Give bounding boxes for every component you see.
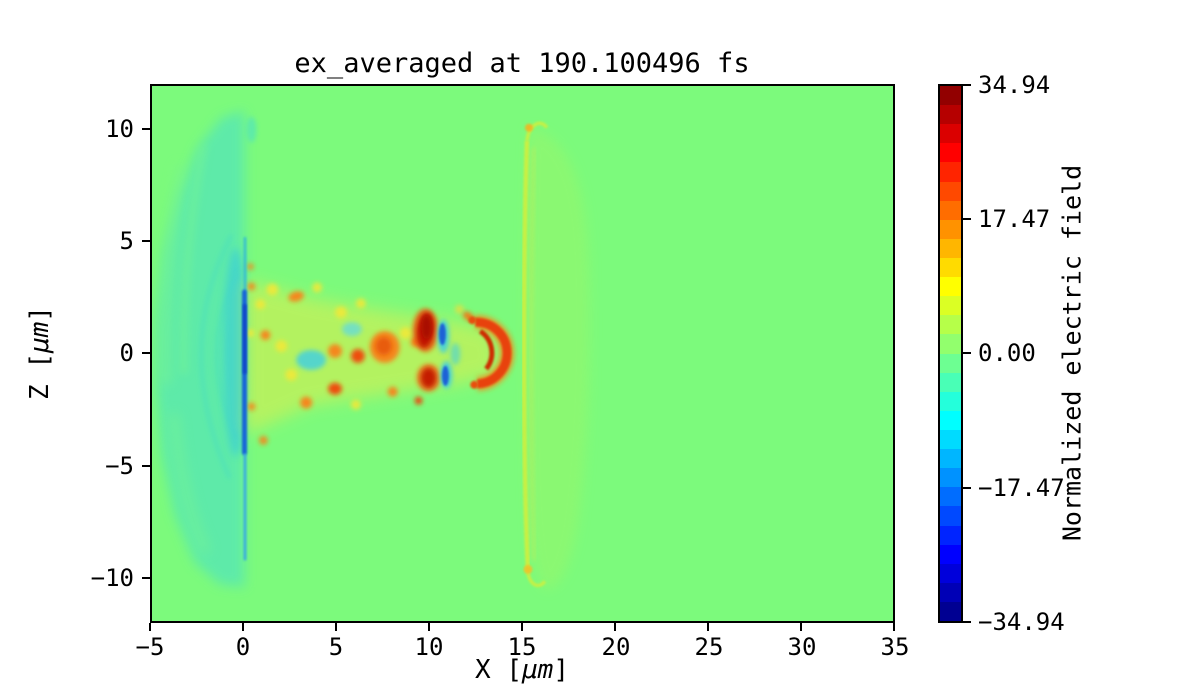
y-axis-label: Z [μm] <box>25 306 55 400</box>
colorbar-tick-mark <box>963 218 971 220</box>
wakefield-front-arc <box>521 121 590 590</box>
x-tick-mark <box>428 623 430 631</box>
colorbar-band <box>940 449 961 469</box>
x-tick-label: 20 <box>601 633 631 661</box>
colorbar-band <box>940 429 961 450</box>
colorbar-band <box>940 181 961 201</box>
colorbar-band <box>940 105 961 125</box>
plasma-plume-region <box>155 110 257 588</box>
negative-lobes <box>296 319 461 389</box>
colorbar-tick-mark <box>963 84 971 86</box>
x-tick-mark <box>521 623 523 631</box>
y-tick-mark <box>142 352 150 354</box>
y-tick-label: −10 <box>90 564 134 592</box>
y-tick-label: −5 <box>105 452 134 480</box>
x-tick-label: 15 <box>507 633 537 661</box>
arc-top-tip-dot <box>524 123 533 132</box>
laser-pulse-region <box>244 263 515 445</box>
colorbar-band <box>940 86 961 106</box>
pulse-head-crescent <box>468 314 515 392</box>
colorbar-band <box>940 582 961 602</box>
colorbar-band <box>940 143 961 163</box>
colorbar-band <box>940 124 961 144</box>
colorbar-band <box>940 353 961 373</box>
x-tick-label: 0 <box>235 633 251 661</box>
x-tick-mark <box>707 623 709 631</box>
y-tick-mark <box>142 577 150 579</box>
colorbar-band <box>940 296 961 316</box>
colorbar-tick-mark <box>963 487 971 489</box>
colorbar-tick-label: 0.00 <box>978 339 1036 367</box>
colorbar-band <box>940 315 961 335</box>
colorbar-tick-label: 17.47 <box>978 205 1051 233</box>
heatmap-canvas <box>152 86 893 621</box>
y-tick-label: 10 <box>105 115 134 143</box>
colorbar-tick-mark <box>963 352 971 354</box>
colorbar-band <box>940 372 961 392</box>
colorbar-band <box>940 200 961 220</box>
x-tick-label: 10 <box>414 633 444 661</box>
colorbar-band <box>940 334 961 354</box>
colorbar-band <box>940 506 961 526</box>
colorbar-tick-label: −34.94 <box>978 608 1065 636</box>
colorbar-band <box>940 162 961 182</box>
x-tick-mark <box>614 623 616 631</box>
colorbar <box>938 84 963 623</box>
target-surface-field-line <box>242 236 247 561</box>
y-tick-label: 5 <box>119 227 134 255</box>
colorbar-band <box>940 544 961 564</box>
arc-bottom-tip-dot <box>523 564 533 574</box>
x-tick-mark <box>893 623 895 631</box>
colorbar-tick-label: −17.47 <box>978 474 1065 502</box>
x-tick-label: −5 <box>135 633 165 661</box>
y-tick-mark <box>142 128 150 130</box>
x-tick-mark <box>335 623 337 631</box>
colorbar-band <box>940 238 961 258</box>
colorbar-band <box>940 601 961 622</box>
colorbar-tick-mark <box>963 621 971 623</box>
colorbar-band <box>940 563 961 583</box>
y-tick-mark <box>142 465 150 467</box>
colorbar-band <box>940 219 961 239</box>
colorbar-band <box>940 468 961 488</box>
x-tick-label: 5 <box>328 633 344 661</box>
colorbar-band <box>940 410 961 430</box>
y-tick-mark <box>142 240 150 242</box>
colorbar-band <box>940 487 961 507</box>
x-tick-mark <box>800 623 802 631</box>
x-tick-mark <box>149 623 151 631</box>
plot-title: ex_averaged at 190.100496 fs <box>294 48 750 79</box>
x-axis-label: X [μm] <box>475 655 569 685</box>
colorbar-band <box>940 277 961 297</box>
x-tick-label: 35 <box>880 633 910 661</box>
colorbar-band <box>940 257 961 278</box>
x-tick-label: 30 <box>787 633 817 661</box>
x-tick-mark <box>242 623 244 631</box>
colorbar-tick-label: 34.94 <box>978 71 1051 99</box>
plot-area <box>150 84 895 623</box>
y-tick-label: 0 <box>119 339 134 367</box>
colorbar-band <box>940 525 961 545</box>
positive-lobes <box>246 263 474 445</box>
colorbar-band <box>940 391 961 411</box>
x-tick-label: 25 <box>694 633 724 661</box>
colorbar-label: Normalized electric field <box>1057 164 1087 542</box>
